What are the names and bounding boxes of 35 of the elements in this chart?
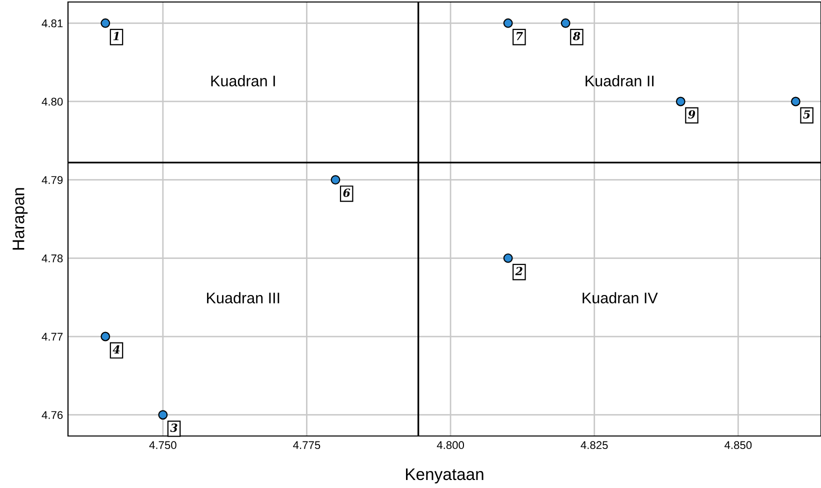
point xyxy=(100,18,110,28)
x-tick-label: 4.825 xyxy=(580,441,608,450)
annotation: Kuadran III xyxy=(207,292,280,304)
x-axis-title: Kenyataan xyxy=(406,468,484,484)
y-tick-label: 4.76 xyxy=(42,411,63,419)
annotation: 3 xyxy=(170,424,178,432)
x-tick-label: 4.775 xyxy=(293,441,320,450)
annotation: 8 xyxy=(572,32,580,40)
x-tick-label: 4.850 xyxy=(724,441,752,450)
y-tick-label: 4.79 xyxy=(42,176,63,184)
annotation: Kuadran I xyxy=(211,75,275,86)
point xyxy=(330,175,340,185)
point xyxy=(158,410,168,420)
annotation: Kuadran II xyxy=(586,75,654,86)
point xyxy=(790,96,800,106)
y-tick-label: 4.77 xyxy=(42,332,63,341)
annotation: Kuadran IV xyxy=(582,292,658,304)
y-tick-label: 4.81 xyxy=(42,19,63,28)
x-tick-label: 4.750 xyxy=(149,441,176,450)
y-axis-title: Harapan xyxy=(12,188,28,250)
y-tick-label: 4.80 xyxy=(42,98,63,106)
point xyxy=(100,332,110,342)
annotation: 5 xyxy=(803,110,810,119)
annotation: 4 xyxy=(112,345,120,354)
point xyxy=(503,253,513,263)
x-tick-label: 4.800 xyxy=(436,441,464,450)
annotation: 6 xyxy=(343,188,350,197)
point xyxy=(560,18,570,28)
point xyxy=(676,96,686,106)
annotation: 9 xyxy=(688,110,696,119)
annotation: 7 xyxy=(516,32,523,40)
annotation: 1 xyxy=(113,32,119,40)
y-tick-label: 4.78 xyxy=(42,254,63,262)
annotation: 2 xyxy=(515,266,522,276)
point xyxy=(503,18,513,28)
